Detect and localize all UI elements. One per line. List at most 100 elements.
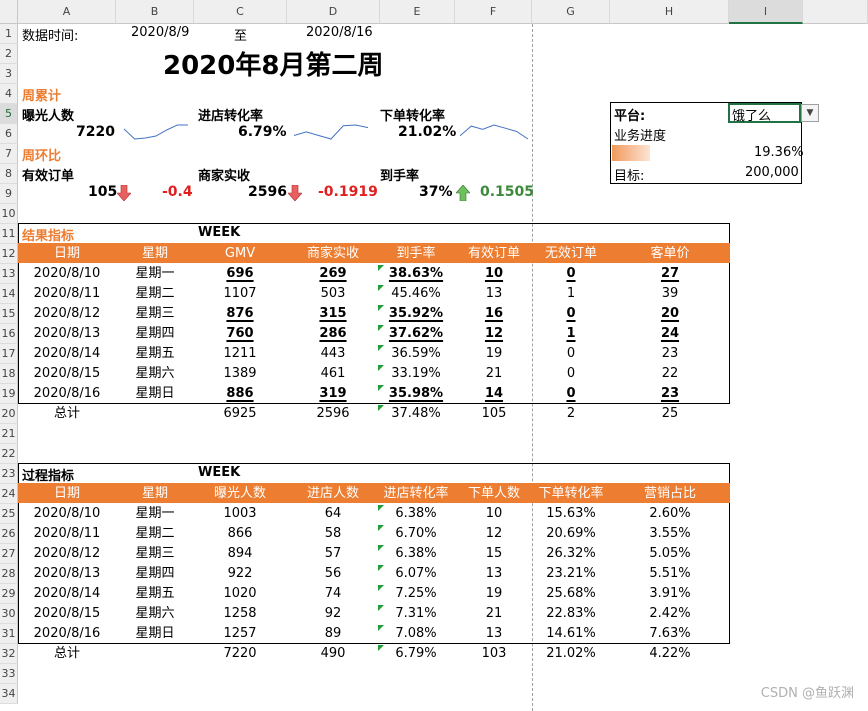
table-header-cell[interactable]: 客单价 xyxy=(650,246,690,261)
table-cell[interactable]: 461 xyxy=(320,366,346,381)
table-cell[interactable]: 7.25% xyxy=(395,586,437,601)
table-cell[interactable]: 21 xyxy=(485,366,503,381)
row-header[interactable]: 11 xyxy=(0,224,18,244)
table-cell[interactable]: 13 xyxy=(485,626,503,641)
table-cell[interactable]: 0 xyxy=(526,304,616,324)
table-header-cell[interactable]: 进店转化率 xyxy=(383,486,449,501)
table-cell[interactable]: 36.59% xyxy=(391,346,441,361)
table-cell[interactable]: 22.83% xyxy=(546,606,596,621)
row-header[interactable]: 32 xyxy=(0,644,18,664)
row-header[interactable]: 22 xyxy=(0,444,18,464)
date-from[interactable]: 2020/8/9 xyxy=(131,25,190,40)
table-cell[interactable]: 星期六 xyxy=(135,606,175,621)
date-to[interactable]: 2020/8/16 xyxy=(306,25,373,40)
table-cell[interactable]: 503 xyxy=(320,286,346,301)
table-cell[interactable]: 2020/8/14 xyxy=(33,346,101,361)
column-header[interactable]: D xyxy=(287,0,380,24)
total-cell[interactable]: 4.22% xyxy=(649,646,691,661)
wow-label[interactable]: 周环比 xyxy=(22,149,62,164)
row-header[interactable]: 24 xyxy=(0,484,18,504)
table-cell[interactable]: 2020/8/12 xyxy=(33,306,101,321)
metric-label-store-conv[interactable]: 进店转化率 xyxy=(198,109,264,124)
table-cell[interactable]: 894 xyxy=(227,546,253,561)
table-cell[interactable]: 64 xyxy=(324,506,342,521)
table-cell[interactable]: 星期四 xyxy=(135,566,175,581)
column-header[interactable]: B xyxy=(116,0,194,24)
row-header[interactable]: 25 xyxy=(0,504,18,524)
row-header[interactable]: 5 xyxy=(0,104,18,124)
row-header[interactable]: 29 xyxy=(0,584,18,604)
table-cell[interactable]: 269 xyxy=(288,264,378,284)
table-cell[interactable]: 15.63% xyxy=(546,506,596,521)
row-header[interactable]: 12 xyxy=(0,244,18,264)
table-cell[interactable]: 74 xyxy=(324,586,342,601)
table-cell[interactable]: 12 xyxy=(485,526,503,541)
table-cell[interactable]: 286 xyxy=(288,324,378,344)
table-cell[interactable]: 14 xyxy=(449,384,539,404)
table-cell[interactable]: 39 xyxy=(661,286,679,301)
table-cell[interactable]: 19 xyxy=(485,586,503,601)
total-cell[interactable]: 25 xyxy=(661,406,679,421)
table-cell[interactable]: 6.07% xyxy=(395,566,437,581)
wow-value-take-rate[interactable]: 37% xyxy=(419,184,453,200)
table-header-cell[interactable]: 星期 xyxy=(141,486,168,501)
wow-value-orders[interactable]: 105 xyxy=(88,184,118,200)
table-header-cell[interactable]: 下单人数 xyxy=(467,486,520,501)
row-header[interactable]: 21 xyxy=(0,424,18,444)
table-header-cell[interactable]: 进店人数 xyxy=(306,486,359,501)
table-header-cell[interactable]: 有效订单 xyxy=(467,246,520,261)
total-cell[interactable]: 2596 xyxy=(316,406,350,421)
table-cell[interactable]: 7.08% xyxy=(395,626,437,641)
table-cell[interactable]: 25.68% xyxy=(546,586,596,601)
table-header-cell[interactable]: 到手率 xyxy=(396,246,436,261)
table-cell[interactable]: 1258 xyxy=(223,606,257,621)
row-header[interactable]: 33 xyxy=(0,664,18,684)
table-cell[interactable]: 6.70% xyxy=(395,526,437,541)
process-section-label[interactable]: 过程指标 xyxy=(22,469,75,484)
table-cell[interactable]: 19 xyxy=(485,346,503,361)
target-label[interactable]: 目标: xyxy=(614,169,645,184)
row-header[interactable]: 8 xyxy=(0,164,18,184)
wow-label-orders[interactable]: 有效订单 xyxy=(22,169,75,184)
row-header[interactable]: 18 xyxy=(0,364,18,384)
wow-change-orders[interactable]: -0.4 xyxy=(162,184,193,200)
table-cell[interactable]: 星期五 xyxy=(135,346,175,361)
table-cell[interactable]: 35.92% xyxy=(371,304,461,324)
column-header[interactable]: G xyxy=(532,0,610,24)
select-all-corner[interactable] xyxy=(0,0,18,24)
metric-value-order-conv[interactable]: 21.02% xyxy=(398,124,457,140)
table-cell[interactable]: 3.91% xyxy=(649,586,691,601)
table-cell[interactable]: 443 xyxy=(320,346,346,361)
table-cell[interactable]: 21 xyxy=(485,606,503,621)
page-title[interactable]: 2020年8月第二周 xyxy=(163,51,384,81)
column-header[interactable]: A xyxy=(18,0,116,24)
table-cell[interactable]: 7.31% xyxy=(395,606,437,621)
total-cell[interactable] xyxy=(110,644,200,664)
table-header-cell[interactable]: 营销占比 xyxy=(643,486,696,501)
column-header[interactable]: H xyxy=(610,0,729,24)
table-cell[interactable]: 0 xyxy=(566,346,576,361)
table-cell[interactable]: 2020/8/11 xyxy=(33,526,101,541)
table-cell[interactable]: 38.63% xyxy=(371,264,461,284)
row-header[interactable]: 31 xyxy=(0,624,18,644)
row-header[interactable]: 27 xyxy=(0,544,18,564)
table-header-cell[interactable]: 下单转化率 xyxy=(538,486,604,501)
date-label[interactable]: 数据时间: xyxy=(22,29,79,44)
total-cell[interactable]: 总计 xyxy=(53,646,80,661)
row-header[interactable]: 9 xyxy=(0,184,18,204)
table-cell[interactable]: 57 xyxy=(324,546,342,561)
table-cell[interactable]: 922 xyxy=(227,566,253,581)
column-header[interactable]: I xyxy=(729,0,803,24)
table-cell[interactable]: 2020/8/16 xyxy=(33,386,101,401)
table-cell[interactable]: 1107 xyxy=(223,286,257,301)
table-cell[interactable]: 2020/8/13 xyxy=(33,566,101,581)
table-cell[interactable]: 2020/8/11 xyxy=(33,286,101,301)
row-header[interactable]: 3 xyxy=(0,64,18,84)
total-cell[interactable]: 103 xyxy=(481,646,507,661)
column-header[interactable]: C xyxy=(194,0,287,24)
wow-label-take-rate[interactable]: 到手率 xyxy=(380,169,420,184)
table-cell[interactable]: 2020/8/15 xyxy=(33,606,101,621)
row-header[interactable]: 17 xyxy=(0,344,18,364)
table-cell[interactable]: 10 xyxy=(449,264,539,284)
table-cell[interactable]: 1 xyxy=(526,324,616,344)
